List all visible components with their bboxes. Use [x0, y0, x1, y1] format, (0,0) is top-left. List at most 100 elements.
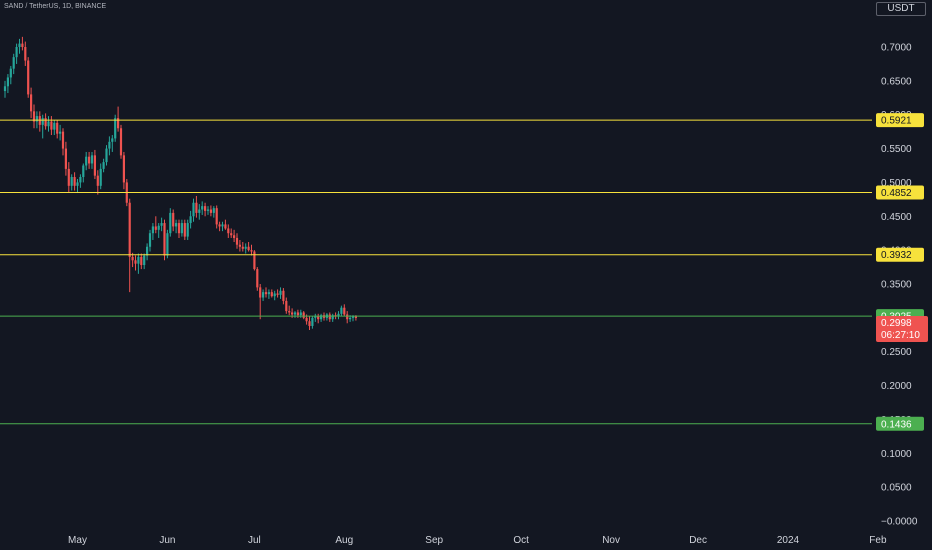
candle: [96, 170, 99, 195]
x-tick-label: Jul: [248, 535, 261, 546]
candle: [140, 253, 143, 270]
candle: [3, 80, 7, 98]
candle: [177, 219, 181, 238]
candle: [172, 209, 175, 232]
candle: [227, 224, 230, 238]
candle: [82, 163, 85, 183]
x-tick-label: Jun: [159, 535, 175, 546]
candle: [99, 163, 102, 190]
candle: [114, 114, 117, 142]
candle: [241, 242, 244, 252]
x-tick-label: Oct: [513, 535, 529, 546]
candle: [108, 136, 111, 156]
y-tick-label: 0.3500: [881, 280, 912, 291]
candle: [32, 104, 36, 129]
candle: [122, 151, 125, 190]
candle: [183, 219, 186, 240]
candle: [262, 289, 265, 301]
candle: [238, 239, 241, 252]
candle: [76, 179, 79, 193]
candle: [264, 287, 268, 298]
candle: [270, 289, 273, 298]
candle: [276, 289, 279, 298]
candle: [288, 305, 291, 316]
level-price-label: 0.3932: [881, 250, 912, 261]
y-tick-label: 0.0500: [881, 483, 912, 494]
candle: [148, 229, 152, 252]
candle: [259, 284, 262, 320]
candle: [206, 206, 210, 215]
candle: [244, 243, 247, 254]
candle: [111, 135, 114, 152]
candle: [47, 116, 50, 132]
candle: [88, 151, 91, 169]
candle: [221, 221, 224, 232]
y-tick-label: 0.6500: [881, 76, 912, 87]
candle: [163, 219, 166, 261]
x-tick-label: Sep: [425, 535, 443, 546]
candle: [21, 36, 24, 51]
candle: [308, 316, 311, 331]
candle: [311, 316, 314, 329]
y-tick-label: 0.5500: [881, 144, 912, 155]
candle: [285, 297, 288, 314]
x-tick-label: Dec: [689, 535, 707, 546]
candle: [119, 124, 123, 159]
candle: [30, 87, 33, 119]
candle: [218, 221, 221, 232]
level-price-label: 0.5921: [881, 116, 912, 127]
y-tick-label: 0.2000: [881, 381, 912, 392]
candle: [64, 141, 67, 176]
candle: [24, 41, 27, 66]
candle: [331, 313, 334, 322]
candle: [314, 313, 317, 322]
y-tick-label: 0.1000: [881, 449, 912, 460]
candle: [273, 290, 276, 301]
y-tick-label: 0.2500: [881, 347, 912, 358]
x-tick-label: Feb: [869, 535, 887, 546]
candle: [201, 201, 204, 215]
level-price-label: 0.4852: [881, 188, 912, 199]
candle: [186, 219, 189, 240]
candle: [73, 172, 76, 191]
candle: [61, 128, 65, 156]
candle: [233, 229, 236, 243]
candle: [79, 174, 82, 188]
level-label-bg: [876, 185, 924, 200]
candle: [157, 223, 160, 238]
candle: [293, 311, 297, 318]
candle: [189, 210, 192, 229]
x-tick-label: Nov: [602, 535, 620, 546]
candle: [151, 223, 154, 240]
candle: [215, 205, 218, 229]
currency-button[interactable]: USDT: [876, 2, 926, 16]
candle: [340, 305, 343, 317]
last-price-value: 0.2998: [881, 318, 912, 329]
candle: [6, 74, 9, 94]
y-tick-label: 0.5000: [881, 178, 912, 189]
candle: [67, 162, 70, 193]
candle: [105, 145, 108, 166]
candle: [169, 208, 172, 237]
candle: [198, 204, 201, 220]
candle: [346, 311, 349, 324]
level-label-bg: [876, 416, 924, 431]
candle: [117, 106, 120, 132]
candle: [128, 198, 131, 293]
bar-countdown: 06:27:10: [881, 330, 920, 341]
candle: [247, 242, 250, 252]
candle: [325, 313, 328, 321]
candle: [180, 219, 183, 237]
x-tick-label: May: [68, 535, 87, 546]
candle: [41, 114, 44, 139]
candle: [93, 149, 96, 180]
candle: [134, 255, 137, 271]
candle: [59, 124, 62, 141]
candle: [38, 111, 41, 132]
y-tick-label: −0.0000: [881, 517, 918, 528]
candle: [175, 219, 178, 234]
y-tick-label: 0.7000: [881, 43, 912, 54]
candle: [250, 244, 253, 256]
